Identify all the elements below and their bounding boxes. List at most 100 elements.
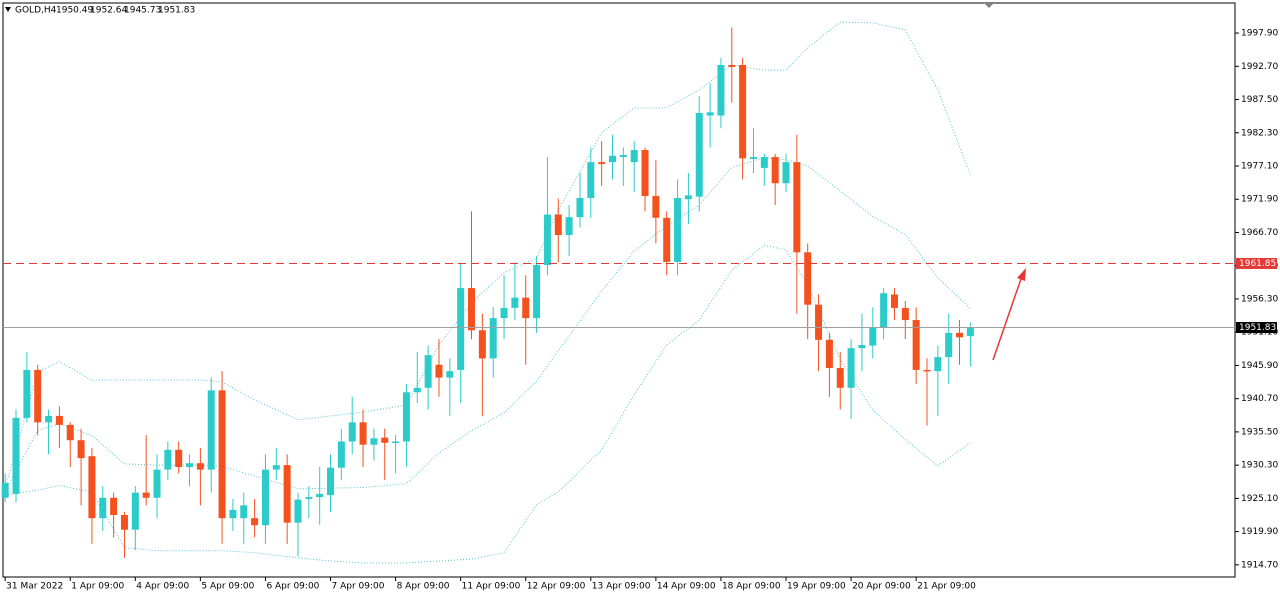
- candle-body: [131, 492, 139, 530]
- price-label: 1951.83: [1239, 323, 1276, 333]
- price-label-bg: [1236, 322, 1277, 334]
- candle-body: [468, 288, 476, 331]
- candle-body: [890, 294, 898, 308]
- band-line: [4, 21, 971, 489]
- candle-body: [934, 357, 942, 372]
- candle-body: [717, 65, 725, 116]
- candle-body: [511, 297, 519, 308]
- candle-body: [966, 327, 974, 337]
- candle-body: [240, 505, 248, 519]
- candle-body: [392, 441, 400, 443]
- candle-body: [663, 217, 671, 262]
- y-tick-label: 1945.90: [1241, 361, 1278, 371]
- y-tick-label: 1992.70: [1241, 62, 1278, 72]
- x-tick-label: 20 Apr 09:00: [852, 582, 911, 592]
- candle-body: [739, 65, 747, 159]
- candle-body: [77, 440, 85, 459]
- x-tick-label: 4 Apr 09:00: [136, 582, 189, 592]
- candle-body: [305, 497, 313, 500]
- candle-body: [815, 304, 823, 340]
- candle-body: [12, 417, 20, 494]
- candle-body: [175, 449, 183, 468]
- y-tick-label: 1935.50: [1241, 427, 1278, 437]
- candle-body: [652, 196, 660, 218]
- candle-body: [153, 469, 161, 498]
- candle-body: [847, 348, 855, 388]
- annotation-arrowhead: [1017, 268, 1026, 281]
- candle-body: [457, 288, 465, 370]
- y-tick-label: 1971.90: [1241, 195, 1278, 205]
- annotation-arrow: [992, 275, 1023, 361]
- shift-marker: [984, 3, 994, 8]
- candle-body: [327, 467, 335, 496]
- x-tick-label: 21 Apr 09:00: [917, 582, 976, 592]
- candle-body: [66, 424, 74, 441]
- candle-body: [706, 112, 714, 116]
- candle-body: [337, 441, 345, 468]
- candle-body: [45, 415, 53, 423]
- x-tick-label: 11 Apr 09:00: [462, 582, 521, 592]
- candle-body: [489, 318, 497, 359]
- candle-body: [945, 332, 953, 358]
- y-tick-label: 1956.30: [1241, 294, 1278, 304]
- candle-body: [771, 157, 779, 184]
- price-label-bg: [1236, 257, 1277, 269]
- plot-frame: [2, 2, 1236, 578]
- ohlc-high: 1952.64: [90, 6, 127, 16]
- candle-body: [424, 355, 432, 388]
- candle-body: [1, 483, 9, 498]
- x-tick-label: 6 Apr 09:00: [266, 582, 319, 592]
- candle-body: [88, 456, 96, 519]
- candle-body: [836, 367, 844, 388]
- candle-body: [55, 415, 63, 425]
- ohlc-low: 1945.73: [124, 6, 161, 16]
- candle-body: [684, 195, 692, 200]
- candle-body: [554, 214, 562, 236]
- candle-body: [728, 65, 736, 67]
- candle-body: [912, 320, 920, 370]
- candle-body: [435, 364, 443, 378]
- x-tick-label: 31 Mar 2022: [6, 582, 63, 592]
- candle-body: [251, 518, 259, 526]
- candle-body: [641, 150, 649, 197]
- candle-body: [587, 162, 595, 198]
- candle-body: [880, 293, 888, 328]
- ohlc-open: 1950.49: [56, 6, 93, 16]
- symbol: GOLD,H4: [15, 6, 57, 16]
- candle-body: [630, 150, 638, 163]
- candle-body: [674, 197, 682, 262]
- candle-body: [381, 437, 389, 443]
- candle-body: [782, 162, 790, 184]
- candle-body: [164, 449, 172, 470]
- candle-body: [858, 344, 866, 349]
- candle-body: [142, 492, 150, 498]
- y-tick-label: 1987.50: [1241, 95, 1278, 105]
- candle-body: [619, 155, 627, 158]
- candle-body: [186, 463, 194, 468]
- candle-body: [229, 509, 237, 519]
- candle-body: [261, 469, 269, 526]
- y-tick-label: 1940.70: [1241, 394, 1278, 404]
- x-tick-label: 13 Apr 09:00: [592, 582, 651, 592]
- candle-body: [565, 217, 573, 236]
- menu-arrow[interactable]: [5, 7, 11, 12]
- x-tick-label: 5 Apr 09:00: [201, 582, 254, 592]
- candle-body: [370, 438, 378, 445]
- y-tick-label: 1997.90: [1241, 29, 1278, 39]
- y-tick-label: 1982.30: [1241, 128, 1278, 138]
- candle-body: [923, 369, 931, 372]
- x-tick-label: 12 Apr 09:00: [527, 582, 586, 592]
- x-tick-label: 1 Apr 09:00: [71, 582, 124, 592]
- candle-body: [804, 252, 812, 305]
- candle-body: [478, 330, 486, 359]
- candle-body: [956, 332, 964, 338]
- candle-body: [196, 463, 204, 470]
- candle-body: [413, 387, 421, 393]
- y-tick-label: 1966.70: [1241, 228, 1278, 238]
- candle-body: [23, 369, 31, 418]
- x-tick-label: 7 Apr 09:00: [332, 582, 385, 592]
- candle-body: [207, 390, 215, 470]
- candle-body: [283, 465, 291, 523]
